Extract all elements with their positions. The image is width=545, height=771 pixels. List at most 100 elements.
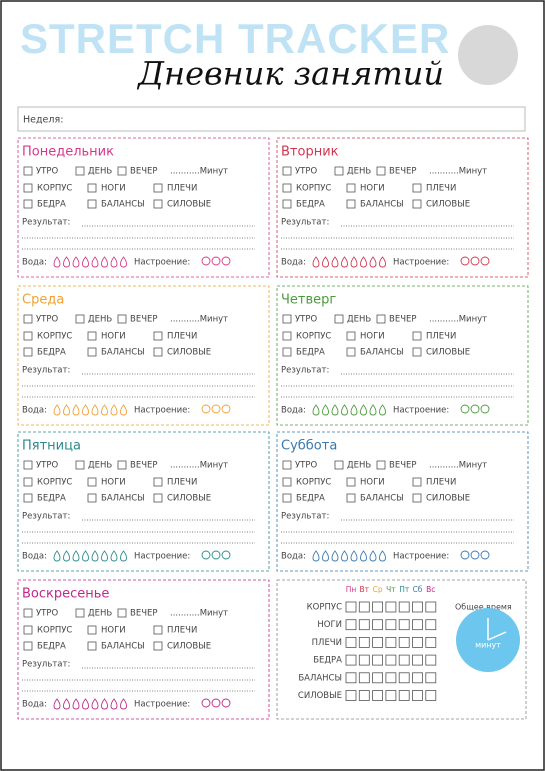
water-drop xyxy=(379,404,386,416)
checkbox xyxy=(23,314,33,324)
water-drop xyxy=(322,256,329,268)
checkbox xyxy=(23,199,33,209)
checkbox xyxy=(425,672,437,684)
zone-label: БЕДРА xyxy=(37,348,66,358)
zone-label: СИЛОВЫЕ xyxy=(426,200,470,210)
water-drop xyxy=(379,256,386,268)
day-name: Суббота xyxy=(281,439,337,454)
time-label: УТРО xyxy=(295,461,317,471)
water-drop xyxy=(91,404,99,416)
water-drop xyxy=(63,698,70,710)
minutes-label: ...........Минут xyxy=(170,167,228,177)
water-label: Вода: xyxy=(22,552,47,562)
mood-face xyxy=(201,256,211,266)
checkbox xyxy=(412,183,422,193)
mood-face xyxy=(480,550,490,560)
checkbox xyxy=(412,493,422,503)
mood-label: Настроение: xyxy=(393,258,449,268)
zone-label: НОГИ xyxy=(101,332,126,342)
time-label: ДЕНЬ xyxy=(347,315,371,325)
checkbox xyxy=(398,619,410,631)
day-name: Четверг xyxy=(281,293,336,308)
mood-face xyxy=(201,404,211,414)
zone-label: БЕДРА xyxy=(296,348,325,358)
zone-label: БАЛАНСЫ xyxy=(360,348,404,358)
week-box xyxy=(17,106,526,132)
checkbox xyxy=(345,690,357,701)
mood-face xyxy=(460,404,470,414)
day-box xyxy=(17,285,270,426)
checkbox xyxy=(117,608,127,618)
checkbox xyxy=(345,601,357,613)
checkbox xyxy=(334,314,344,324)
checkbox xyxy=(334,166,344,176)
checkbox xyxy=(425,654,437,666)
title: STRETCH TRACKER xyxy=(20,15,450,62)
checkbox xyxy=(376,166,386,176)
checkbox xyxy=(23,641,33,651)
mood-label: Настроение: xyxy=(134,258,190,268)
water-label: Вода: xyxy=(22,700,47,710)
checkbox xyxy=(23,183,33,193)
zone-label: ПЛЕЧИ xyxy=(167,184,197,194)
checkbox xyxy=(425,619,437,631)
zone-label: НОГИ xyxy=(360,184,385,194)
checkbox xyxy=(87,641,97,651)
water-drop xyxy=(360,550,367,562)
day-box xyxy=(17,137,270,278)
checkbox xyxy=(358,690,370,701)
water-label: Вода: xyxy=(281,552,306,562)
checkbox xyxy=(425,690,437,701)
checkbox xyxy=(412,199,422,209)
water-drop xyxy=(72,256,80,268)
water-drop xyxy=(82,550,89,562)
summary-day: Пн xyxy=(346,585,357,594)
zone-label: СИЛОВЫЕ xyxy=(426,494,470,504)
mood-face xyxy=(221,256,231,266)
time-label: УТРО xyxy=(295,167,317,177)
checkbox xyxy=(358,619,370,631)
zone-label: НОГИ xyxy=(360,332,385,342)
water-drop xyxy=(341,404,348,416)
water-drop xyxy=(72,698,80,710)
checkbox xyxy=(372,601,384,613)
checkbox xyxy=(23,347,33,357)
checkbox xyxy=(412,347,422,357)
day-box xyxy=(276,137,529,278)
water-label: Вода: xyxy=(281,258,306,268)
zone-label: ПЛЕЧИ xyxy=(426,478,456,488)
checkbox xyxy=(153,625,163,635)
checkbox xyxy=(153,199,163,209)
water-drop xyxy=(341,550,348,562)
time-label: ДЕНЬ xyxy=(88,461,112,471)
checkbox xyxy=(75,460,85,470)
zone-label: КОРПУС xyxy=(296,478,331,488)
day-name: Понедельник xyxy=(22,145,114,160)
water-drop xyxy=(120,256,127,268)
checkbox xyxy=(282,314,292,324)
minutes-label: ...........Минут xyxy=(170,609,228,619)
water-drop xyxy=(331,404,339,416)
zone-label: ПЛЕЧИ xyxy=(167,626,197,636)
checkbox xyxy=(334,460,344,470)
checkbox xyxy=(345,637,357,648)
minutes-label: ...........Минут xyxy=(170,461,228,471)
checkbox xyxy=(346,347,356,357)
checkbox xyxy=(358,637,370,648)
clock-minutes: минут xyxy=(475,641,501,650)
water-drop xyxy=(110,698,118,710)
mood-face xyxy=(211,698,221,708)
checkbox xyxy=(87,493,97,503)
checkbox xyxy=(398,601,410,613)
checkbox xyxy=(87,347,97,357)
result-label: Результат: xyxy=(281,218,329,228)
checkbox xyxy=(75,608,85,618)
water-drop xyxy=(350,256,358,268)
mood-face xyxy=(211,256,221,266)
zone-label: БЕДРА xyxy=(37,494,66,504)
total-label: Общее время xyxy=(455,603,512,612)
water-drop xyxy=(53,698,61,710)
water-drop xyxy=(53,256,61,268)
checkbox xyxy=(412,672,423,684)
time-label: УТРО xyxy=(36,167,58,177)
